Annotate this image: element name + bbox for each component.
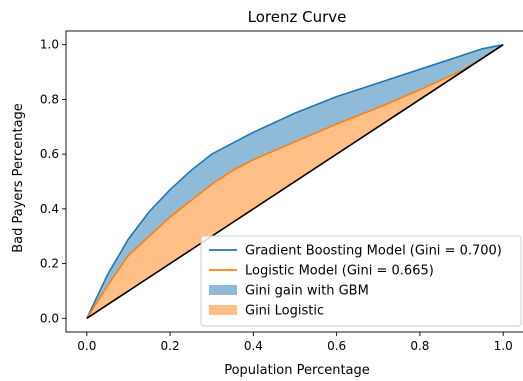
plot-frame bbox=[65, 30, 523, 333]
legend-label: Gini Logistic bbox=[245, 304, 324, 319]
legend-swatch-fill bbox=[209, 305, 237, 315]
legend-swatch-fill bbox=[209, 285, 237, 295]
x-tick-label: 0.6 bbox=[327, 339, 346, 353]
x-tick-label: 0.2 bbox=[161, 339, 180, 353]
legend-label: Gradient Boosting Model (Gini = 0.700) bbox=[245, 244, 502, 259]
y-tick-label: 0.4 bbox=[40, 202, 59, 216]
plot-area bbox=[65, 30, 523, 333]
chart-title: Lorenz Curve bbox=[248, 8, 347, 26]
y-tick-label: 0.2 bbox=[40, 257, 59, 271]
x-tick-label: 0.4 bbox=[244, 339, 263, 353]
x-axis-label: Population Percentage bbox=[224, 363, 370, 378]
line-logistic bbox=[86, 44, 504, 319]
y-axis-label: Bad Payers Percentage bbox=[11, 103, 26, 253]
legend: Gradient Boosting Model (Gini = 0.700) Lo… bbox=[200, 235, 522, 327]
reference-diagonal bbox=[86, 44, 504, 319]
x-tick-label: 0.0 bbox=[77, 339, 96, 353]
x-tick-label: 1.0 bbox=[494, 339, 513, 353]
axis-ticks: 0.0 0.2 0.4 0.6 0.8 1.0 0.0 0.2 0.4 0.6 0.8 1.0 bbox=[40, 38, 513, 353]
x-tick-label: 0.8 bbox=[410, 339, 429, 353]
line-gbm bbox=[86, 43, 504, 319]
y-tick-label: 0.6 bbox=[40, 147, 59, 161]
legend-label: Gini gain with GBM bbox=[245, 284, 369, 299]
y-tick-label: 0.0 bbox=[40, 311, 59, 325]
legend-box bbox=[200, 235, 522, 327]
y-tick-label: 0.8 bbox=[40, 92, 59, 106]
y-tick-label: 1.0 bbox=[40, 38, 59, 52]
legend-label: Logistic Model (Gini = 0.665) bbox=[245, 264, 434, 279]
